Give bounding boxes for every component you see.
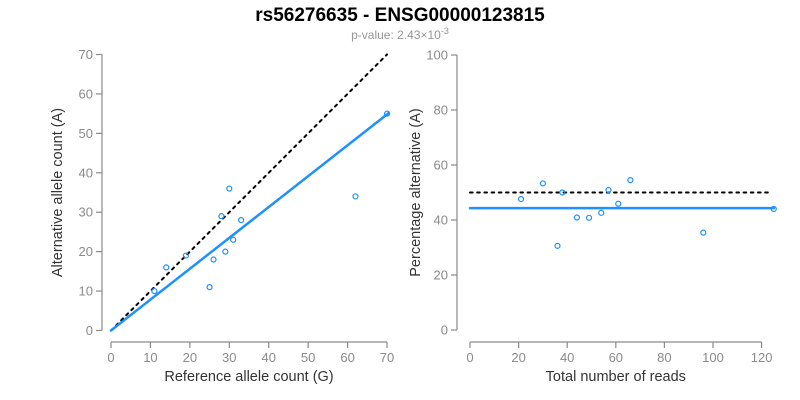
y-tick-label: 60 — [79, 86, 93, 101]
data-point — [517, 196, 525, 203]
x-tick-label: 0 — [107, 350, 114, 365]
y-tick-label: 20 — [434, 268, 448, 283]
y-tick-label: 10 — [79, 284, 93, 299]
y-axis-title: Percentage alternative (A) — [408, 108, 424, 276]
data-point — [770, 205, 777, 213]
data-point — [585, 214, 593, 221]
data-point — [559, 189, 566, 196]
y-tick-label: 0 — [86, 323, 93, 338]
x-tick-label: 30 — [222, 350, 236, 365]
data-point — [554, 242, 561, 249]
x-tick-label: 60 — [609, 350, 623, 365]
data-point — [226, 185, 233, 192]
x-axis-title: Reference allele count (G) — [164, 369, 333, 385]
p-value-exponent: -3 — [440, 26, 449, 36]
data-point — [230, 236, 237, 243]
fit-line-solid — [109, 111, 391, 332]
x-tick-label: 20 — [183, 350, 197, 365]
data-point — [182, 252, 190, 259]
data-point — [163, 264, 170, 271]
y-tick-label: 40 — [79, 165, 93, 180]
y-axis-title: Alternative allele count (A) — [50, 108, 66, 277]
x-tick-label: 50 — [301, 350, 315, 365]
y-tick-label: 100 — [426, 48, 448, 63]
x-tick-label: 0 — [466, 350, 473, 365]
data-point — [238, 216, 245, 224]
data-point — [210, 256, 217, 263]
y-tick-label: 70 — [79, 47, 93, 62]
page-title: rs56276635 - ENSG00000123815 — [255, 5, 545, 26]
y-tick-label: 50 — [79, 126, 93, 141]
identity-line-dotted — [110, 53, 389, 332]
y-tick-label: 80 — [434, 103, 448, 118]
data-point — [573, 214, 581, 221]
x-tick-label: 20 — [511, 350, 525, 365]
x-tick-label: 60 — [340, 350, 354, 365]
data-point — [539, 180, 547, 187]
data-point — [222, 248, 229, 255]
y-tick-label: 0 — [441, 323, 448, 338]
x-tick-label: 70 — [380, 350, 394, 365]
x-axis-title: Total number of reads — [546, 369, 686, 385]
data-point — [598, 209, 605, 216]
data-point — [615, 200, 622, 207]
x-tick-label: 80 — [657, 350, 671, 365]
data-point — [151, 287, 158, 295]
y-tick-label: 40 — [434, 213, 448, 228]
x-tick-label: 40 — [261, 350, 275, 365]
x-tick-label: 40 — [560, 350, 574, 365]
data-point — [605, 186, 612, 194]
data-point — [627, 177, 634, 184]
data-point — [700, 229, 707, 236]
p-value-subtitle: p-value: 2.43×10-3 — [0, 26, 800, 42]
data-point — [352, 193, 359, 200]
y-tick-label: 30 — [79, 205, 93, 220]
y-tick-label: 20 — [79, 244, 93, 259]
data-point — [206, 284, 213, 291]
x-tick-label: 100 — [702, 350, 724, 365]
data-point — [218, 213, 225, 220]
p-value-text: p-value: 2.43×10 — [351, 28, 441, 42]
data-point — [383, 110, 391, 117]
x-tick-label: 120 — [751, 350, 773, 365]
y-tick-label: 60 — [434, 158, 448, 173]
x-tick-label: 10 — [143, 350, 157, 365]
